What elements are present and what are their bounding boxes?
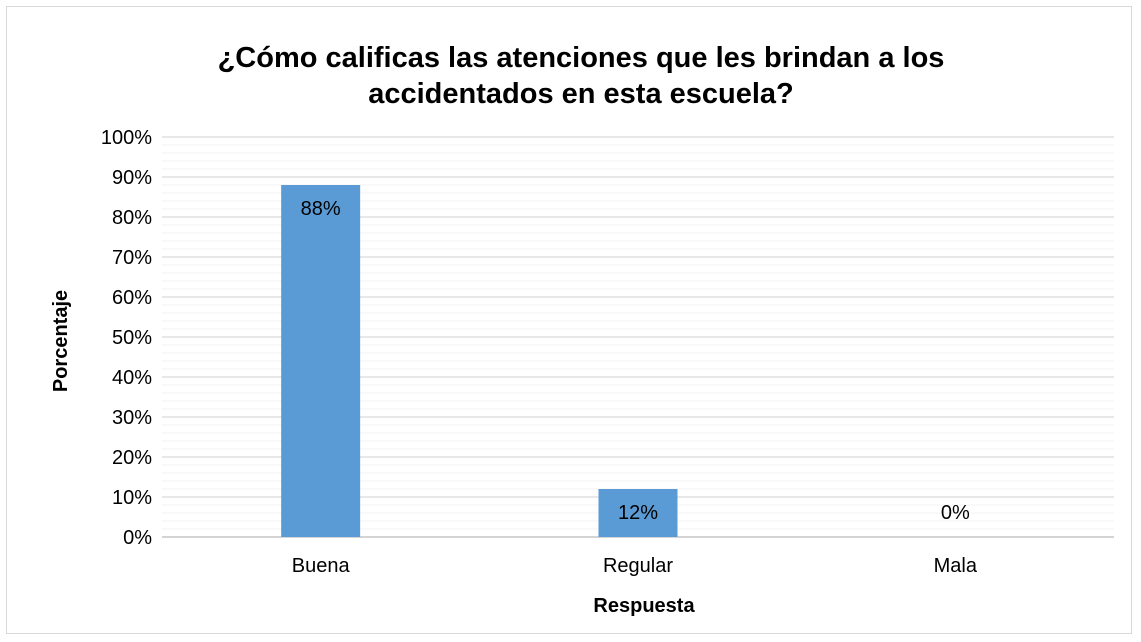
bar-regular [598, 489, 678, 537]
x-axis-title: Respuesta [593, 595, 695, 617]
y-tick-label: 10% [112, 487, 152, 509]
y-tick-label: 90% [112, 167, 152, 189]
data-label-buena: 88% [301, 198, 341, 220]
y-tick-label: 30% [112, 407, 152, 429]
data-label-regular: 12% [618, 502, 658, 524]
x-tick-label: Regular [603, 555, 673, 577]
y-tick-label: 100% [101, 127, 152, 149]
data-label-mala: 0% [941, 502, 970, 524]
data-labels: 88% 12% 0% [301, 198, 970, 524]
bar-chart: ¿Cómo calificas las atenciones que les b… [50, 42, 1114, 617]
y-tick-label: 70% [112, 247, 152, 269]
bar-buena [281, 185, 361, 537]
chart-container: ¿Cómo calificas las atenciones que les b… [6, 6, 1132, 634]
x-tick-label: Mala [934, 555, 978, 577]
x-tick-label: Buena [292, 555, 351, 577]
chart-title-line-1: ¿Cómo calificas las atenciones que les b… [218, 42, 945, 74]
y-tick-label: 50% [112, 327, 152, 349]
bars [281, 185, 678, 537]
y-tick-label: 20% [112, 447, 152, 469]
y-tick-label: 0% [123, 527, 152, 549]
y-tick-label: 40% [112, 367, 152, 389]
x-axis-ticks: Buena Regular Mala [292, 555, 978, 577]
y-axis-title: Porcentaje [50, 290, 72, 392]
y-axis-ticks: 0% 10% 20% 30% 40% 50% 60% 70% 80% 90% 100% [101, 127, 152, 549]
y-tick-label: 80% [112, 207, 152, 229]
y-tick-label: 60% [112, 287, 152, 309]
chart-title-line-2: accidentados en esta escuela? [368, 78, 794, 110]
